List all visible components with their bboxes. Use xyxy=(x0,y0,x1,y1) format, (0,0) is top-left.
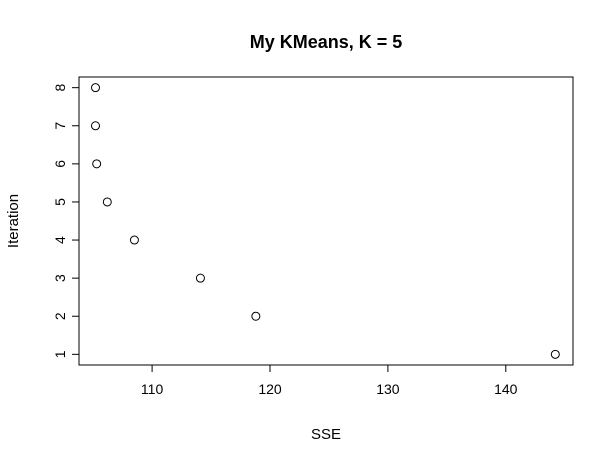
y-axis-title: Iteration xyxy=(5,194,22,248)
x-tick-label-120: 120 xyxy=(258,381,282,397)
x-axis-title: SSE xyxy=(311,426,341,443)
y-tick-label-1: 1 xyxy=(52,350,68,358)
x-tick-label-130: 130 xyxy=(376,381,400,397)
y-tick-label-4: 4 xyxy=(52,236,68,244)
point-iteration-1 xyxy=(550,349,560,359)
y-tick-label-5: 5 xyxy=(52,198,68,206)
chart-title: My KMeans, K = 5 xyxy=(250,32,403,52)
y-tick-label-7: 7 xyxy=(52,122,68,130)
point-iteration-4 xyxy=(129,235,139,245)
point-iteration-7 xyxy=(91,121,101,131)
y-tick-label-8: 8 xyxy=(52,84,68,92)
y-tick-label-6: 6 xyxy=(52,160,68,168)
point-iteration-8 xyxy=(91,83,101,93)
point-iteration-5 xyxy=(102,197,112,207)
point-iteration-6 xyxy=(92,159,102,169)
x-tick-label-110: 110 xyxy=(141,381,164,397)
x-axis: 110 120 130 140 xyxy=(141,364,518,397)
x-tick-label-140: 140 xyxy=(494,381,518,397)
y-tick-label-3: 3 xyxy=(52,274,68,282)
plot-frame xyxy=(78,76,574,366)
y-tick-label-2: 2 xyxy=(52,312,68,320)
point-iteration-2 xyxy=(251,311,261,321)
point-iteration-3 xyxy=(195,273,205,283)
data-points xyxy=(91,83,560,359)
y-axis: 1 2 3 4 5 6 7 8 xyxy=(52,84,80,358)
